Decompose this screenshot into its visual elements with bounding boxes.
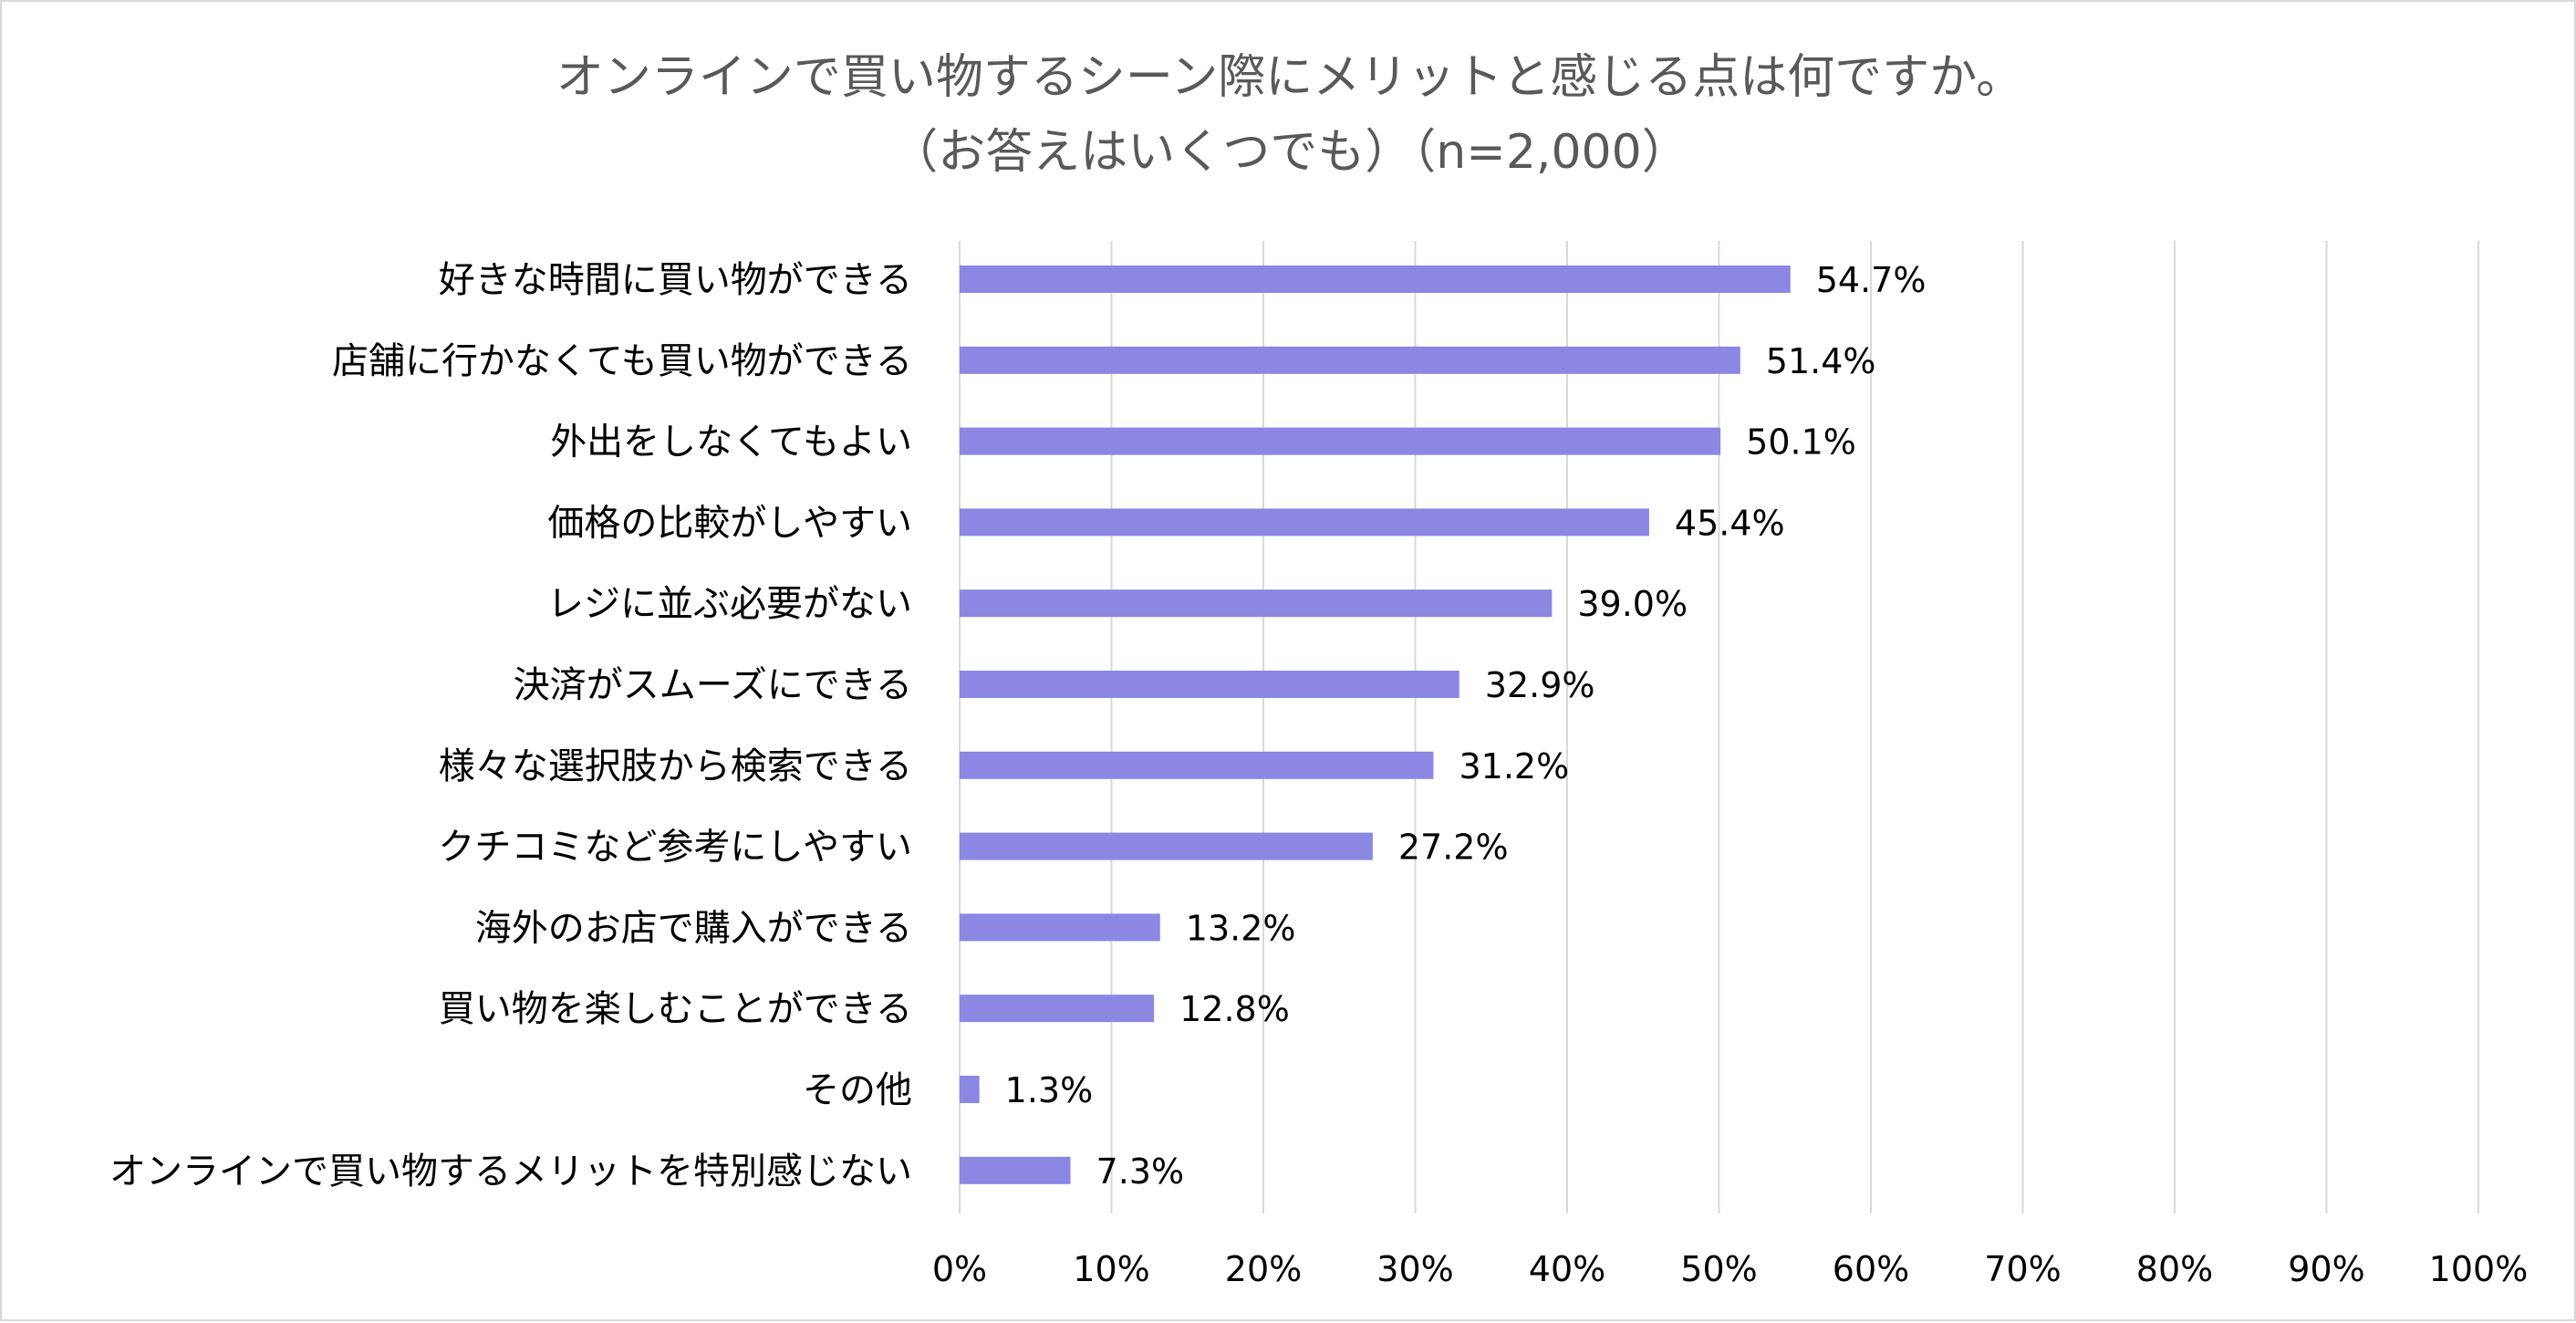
data-label: 12.8% (1179, 989, 1290, 1029)
chart-subtitle: （お答えはいくつでも）（n=2,000） (890, 125, 1688, 180)
bar (960, 751, 1434, 779)
x-tick-label: 20% (1225, 1249, 1302, 1289)
bar (960, 346, 1740, 374)
bar (960, 913, 1160, 942)
category-label: 決済がスムーズにできる (514, 664, 912, 706)
x-tick-label: 50% (1680, 1249, 1757, 1289)
bar (960, 427, 1721, 455)
category-label: その他 (803, 1069, 912, 1111)
x-axis-ticks: 0% 10% 20% 30% 40% 50% 60% 70% 80% 90% 100% (932, 1249, 2528, 1289)
x-tick-label: 90% (2288, 1249, 2364, 1289)
category-label: 店舗に行かなくても買い物ができる (332, 340, 912, 382)
gridlines (959, 241, 2479, 1214)
data-label: 13.2% (1186, 908, 1296, 948)
x-tick-label: 0% (932, 1249, 987, 1289)
bar (960, 508, 1649, 536)
category-label: 外出をしなくてもよい (550, 422, 912, 464)
data-label: 54.7% (1816, 260, 1927, 300)
category-label: レジに並ぶ必要がない (547, 583, 912, 625)
x-tick-label: 30% (1376, 1249, 1453, 1289)
category-label: 価格の比較がしやすい (547, 502, 912, 544)
data-label: 51.4% (1766, 341, 1876, 381)
category-label: 様々な選択肢から検索できる (439, 745, 912, 787)
bar (960, 266, 1791, 293)
x-tick-label: 60% (1833, 1249, 1909, 1289)
data-label: 39.0% (1577, 584, 1688, 624)
category-label: 海外のお店で購入ができる (475, 907, 912, 949)
data-label: 31.2% (1459, 746, 1569, 787)
data-label: 32.9% (1485, 665, 1595, 705)
data-label: 27.2% (1398, 828, 1509, 868)
bar (960, 832, 1373, 860)
chart-title: オンラインで買い物するシーン際にメリットと感じる点は何ですか。 (556, 50, 2023, 105)
bar (960, 589, 1553, 618)
data-label: 1.3% (1005, 1070, 1094, 1110)
category-label: オンラインで買い物するメリットを特別感じない (109, 1151, 912, 1193)
bar (960, 1156, 1071, 1184)
data-label: 45.4% (1675, 503, 1785, 543)
category-label: クチコミなど参考にしやすい (438, 827, 912, 869)
x-tick-label: 40% (1529, 1249, 1605, 1289)
x-tick-label: 100% (2429, 1249, 2529, 1289)
data-label: 7.3% (1096, 1151, 1185, 1192)
category-label: 好きな時間に買い物ができる (439, 259, 912, 301)
x-tick-label: 70% (1984, 1249, 2061, 1289)
x-tick-label: 80% (2136, 1249, 2213, 1289)
data-labels: 54.7% 51.4% 50.1% 45.4% 39.0% 32.9% 31.2% 27.2%… (1005, 260, 1927, 1192)
category-labels: 好きな時間に買い物ができる店舗に行かなくても買い物ができる外出をしなくてもよい価… (109, 259, 912, 1193)
bars (960, 266, 1791, 1184)
bar (960, 671, 1459, 698)
data-label: 50.1% (1746, 422, 1856, 463)
x-tick-label: 10% (1073, 1249, 1149, 1289)
bar (960, 1076, 980, 1103)
bar (960, 995, 1155, 1023)
category-label: 買い物を楽しむことができる (439, 988, 912, 1030)
